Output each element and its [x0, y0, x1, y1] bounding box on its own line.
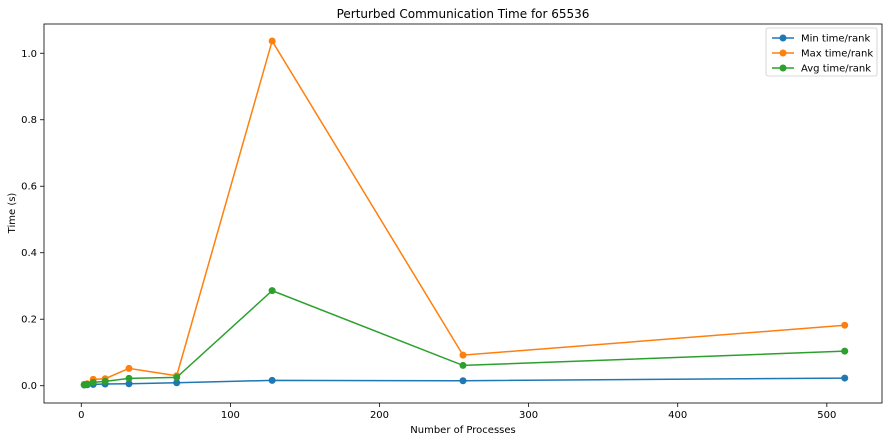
y-tick-label: 0.0	[21, 381, 37, 392]
data-point	[459, 377, 467, 385]
data-point	[841, 321, 849, 329]
data-point	[89, 378, 97, 386]
data-point	[125, 380, 133, 388]
x-tick-label: 300	[519, 410, 538, 421]
x-axis: 0 100 200 300 400 500	[78, 403, 836, 421]
legend-label: Max time/rank	[801, 49, 873, 60]
series-layer	[80, 37, 849, 389]
y-tick-label: 0.2	[21, 315, 37, 326]
legend-box	[765, 27, 878, 77]
legend-label: Min time/rank	[801, 34, 870, 45]
x-axis-title: Number of Processes	[410, 425, 515, 436]
legend: Min time/rank Max time/rank Avg time/rank	[765, 27, 878, 77]
chart-title: Perturbed Communication Time for 65536	[337, 7, 590, 21]
legend-label: Avg time/rank	[801, 64, 871, 75]
y-tick-label: 0.8	[21, 115, 37, 126]
data-point	[268, 37, 276, 45]
legend-marker	[779, 64, 787, 72]
plot-area	[43, 23, 883, 404]
legend-marker	[779, 49, 787, 57]
data-point	[101, 377, 109, 385]
x-tick-label: 0	[78, 410, 84, 421]
y-tick-label: 0.4	[21, 248, 37, 259]
x-tick-label: 500	[817, 410, 836, 421]
data-point	[268, 287, 276, 295]
data-point	[83, 380, 91, 388]
data-point	[459, 361, 467, 369]
data-point	[841, 374, 849, 382]
data-point	[268, 376, 276, 384]
series-3	[80, 287, 849, 389]
x-tick-label: 100	[221, 410, 240, 421]
data-point	[173, 379, 181, 387]
legend-marker	[779, 34, 787, 42]
y-axis: 0.0 0.2 0.4 0.6 0.8 1.0	[21, 49, 44, 392]
data-point	[125, 374, 133, 382]
x-tick-label: 200	[370, 410, 389, 421]
data-point	[173, 373, 181, 381]
data-point	[125, 364, 133, 372]
data-point	[459, 351, 467, 359]
data-point	[841, 347, 849, 355]
x-tick-label: 400	[668, 410, 687, 421]
y-tick-label: 1.0	[21, 49, 37, 60]
y-axis-title: Time (s)	[7, 193, 18, 235]
y-tick-label: 0.6	[21, 182, 37, 193]
